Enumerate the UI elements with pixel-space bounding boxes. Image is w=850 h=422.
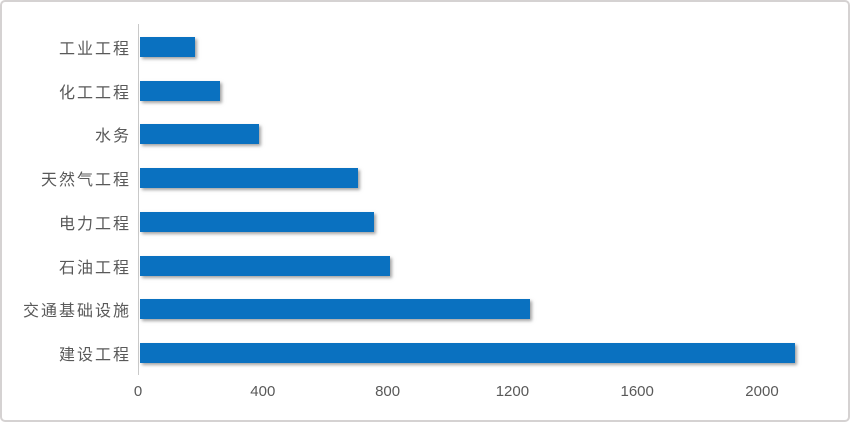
chart-row: 电力工程 <box>2 200 841 244</box>
bar-track <box>139 299 841 320</box>
x-axis-ticks: 0 400 800 1200 1600 2000 <box>134 383 840 405</box>
bar-track <box>139 255 841 276</box>
bar <box>140 299 530 320</box>
bar <box>140 80 220 101</box>
bar-track <box>139 211 841 232</box>
category-label: 石油工程 <box>58 259 131 277</box>
chart-row: 交通基础设施 <box>2 288 841 332</box>
category-label: 水务 <box>94 128 131 146</box>
x-tick-label: 800 <box>375 383 401 400</box>
bar <box>140 255 390 276</box>
chart-row: 化工工程 <box>2 69 841 113</box>
x-tick-label: 2000 <box>745 383 779 400</box>
y-axis-line <box>138 24 139 375</box>
bar <box>140 36 195 57</box>
plot-area: 工业工程 化工工程 水务 天然气工程 电力工程 石油工程 交通基础设施 建设工 <box>2 25 841 375</box>
category-label: 建设工程 <box>58 347 131 365</box>
bar <box>140 168 359 189</box>
chart-row: 建设工程 <box>2 331 841 375</box>
category-label: 天然气工程 <box>40 172 131 190</box>
category-label: 电力工程 <box>58 215 131 233</box>
x-tick-label: 1600 <box>620 383 654 400</box>
bar-track <box>139 124 841 145</box>
chart-row: 天然气工程 <box>2 156 841 200</box>
bar-track <box>139 36 841 57</box>
bar-track <box>139 168 841 189</box>
category-label: 交通基础设施 <box>22 303 131 321</box>
bar <box>140 211 374 232</box>
x-tick-label: 400 <box>250 383 276 400</box>
bar-track <box>139 80 841 101</box>
chart-row: 石油工程 <box>2 244 841 288</box>
x-tick-label: 0 <box>133 383 143 400</box>
category-label: 工业工程 <box>58 40 131 58</box>
bar <box>140 343 796 364</box>
bar <box>140 124 259 145</box>
x-tick-label: 1200 <box>495 383 530 400</box>
chart-row: 水务 <box>2 113 841 157</box>
bar-track <box>139 343 841 364</box>
category-label: 化工工程 <box>58 84 131 102</box>
chart-row: 工业工程 <box>2 25 841 69</box>
